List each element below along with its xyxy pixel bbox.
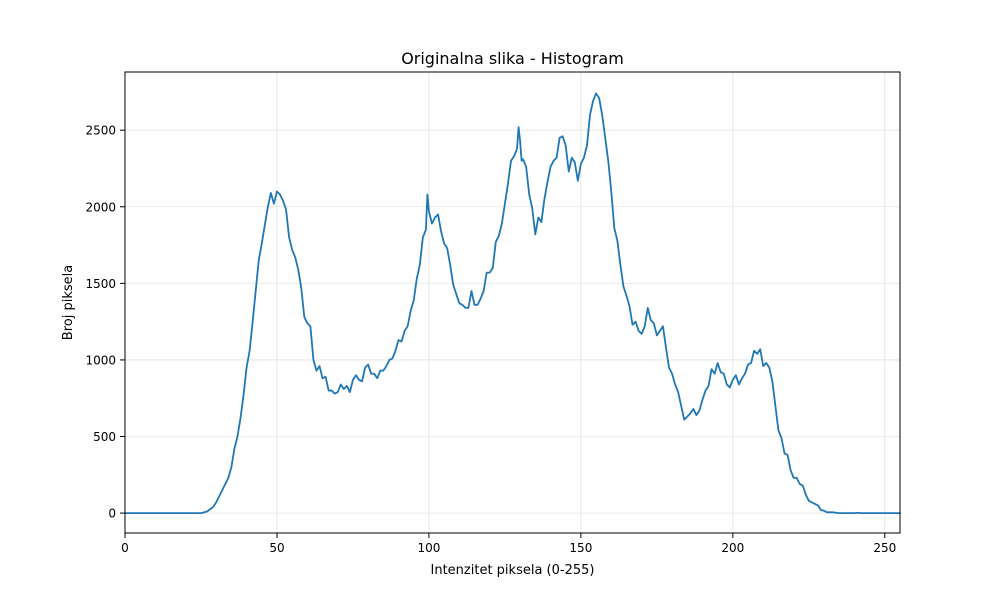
x-axis-ticks: 0 50 100 150 200 250 bbox=[121, 533, 896, 555]
y-tick-label: 0 bbox=[108, 507, 116, 521]
y-tick-label: 1000 bbox=[85, 353, 116, 367]
y-tick-label: 2500 bbox=[85, 124, 116, 138]
y-tick-label: 1500 bbox=[85, 277, 116, 291]
x-tick-label: 100 bbox=[417, 541, 440, 555]
x-tick-label: 200 bbox=[721, 541, 744, 555]
x-axis-label: Intenzitet piksela (0-255) bbox=[431, 563, 595, 578]
histogram-line bbox=[124, 92, 901, 514]
grid bbox=[124, 72, 900, 533]
x-tick-label: 150 bbox=[569, 541, 592, 555]
y-axis-label: Broj piksela bbox=[61, 265, 76, 340]
y-tick-label: 500 bbox=[93, 430, 116, 444]
x-tick-label: 0 bbox=[121, 541, 129, 555]
y-tick-label: 2000 bbox=[85, 200, 116, 214]
chart-title: Originalna slika - Histogram bbox=[401, 49, 624, 68]
x-tick-label: 50 bbox=[269, 541, 284, 555]
plot-frame bbox=[124, 71, 901, 534]
y-axis-ticks: 0 500 1000 1500 2000 2500 bbox=[85, 124, 125, 521]
x-tick-label: 250 bbox=[873, 541, 896, 555]
